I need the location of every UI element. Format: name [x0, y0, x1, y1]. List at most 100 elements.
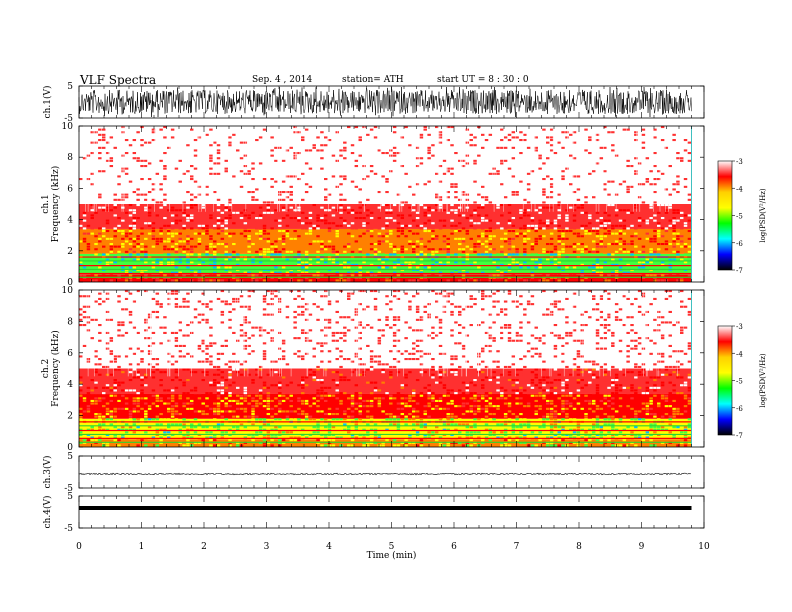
- ch1-spec-cell: [312, 131, 316, 134]
- ch1-spec-cell: [400, 266, 405, 269]
- ch1-spec-cell: [343, 191, 347, 194]
- ch1-spec-cell: [511, 261, 516, 264]
- ch1-spec-cell: [607, 180, 611, 183]
- ch1-spec-cell: [293, 149, 297, 152]
- ch1-spec-cell: [626, 211, 630, 214]
- ch1-spec-cell: [373, 133, 378, 136]
- ch1-spec-cell: [603, 211, 607, 214]
- ch1-spec-cell: [561, 144, 565, 147]
- ch1-spec-cell: [534, 185, 538, 188]
- ch1-spec-cell: [614, 232, 619, 235]
- ch1-spec-cell: [431, 237, 435, 240]
- ch1-spec-cell: [121, 196, 125, 199]
- ch1-spec-cell: [607, 193, 611, 196]
- ch1-spec-cell: [373, 139, 378, 142]
- ch1-spec-cell: [530, 165, 535, 168]
- ch1-spec-cell: [607, 232, 611, 235]
- ch1-spec-cell: [611, 131, 615, 134]
- ch1-spec-cell: [484, 261, 489, 264]
- ch1-spec-cell: [576, 245, 581, 248]
- ch1-spec-cell: [484, 211, 489, 214]
- ch1-spec-cell: [607, 211, 611, 214]
- ch1-spec-cell: [481, 141, 485, 144]
- ch1-spec-cell: [538, 152, 542, 155]
- ch1-spec-cell: [255, 243, 259, 246]
- ch1-spec-cell: [255, 217, 259, 220]
- ch1-spec-cell: [553, 248, 558, 251]
- ch1-spec-cell: [247, 250, 251, 253]
- ch1-spec-cell: [389, 245, 393, 248]
- ch1-spec-cell: [377, 193, 382, 196]
- ch1-spec-cell: [216, 243, 221, 246]
- ch1-spec-cell: [159, 191, 163, 194]
- ch1-spec-cell: [473, 209, 477, 212]
- ch1-spec-cell: [301, 227, 305, 230]
- ch1-spec-cell: [117, 191, 121, 194]
- ch1-spec-cell: [109, 141, 114, 144]
- ch1-spec-cell: [258, 191, 263, 194]
- ch1-spec-cell: [626, 185, 630, 188]
- ch1-spec-cell: [626, 170, 630, 173]
- ch1-spec-cell: [381, 162, 385, 165]
- ch1-spec-cell: [304, 204, 309, 207]
- ch1-spec-cell: [377, 178, 382, 181]
- ch1-spec-cell: [316, 146, 320, 149]
- ch1-spec-cell: [599, 188, 604, 191]
- ch1-spec-cell: [163, 274, 167, 277]
- ch1-spec-cell: [98, 196, 102, 199]
- ch1-spec-cell: [526, 139, 531, 142]
- ch1-spec-cell: [385, 167, 389, 170]
- ch1-spec-cell: [205, 250, 209, 253]
- ch1-spec-cell: [546, 261, 550, 264]
- ch1-spec-cell: [496, 175, 500, 178]
- ch1-spec-cell: [492, 240, 496, 243]
- ch1-spec-cell: [553, 193, 558, 196]
- ch1-spec-cell: [132, 219, 137, 222]
- ch1-spec-cell: [236, 128, 240, 131]
- ch1-spec-cell: [584, 152, 588, 155]
- ch1-spec-cell: [435, 131, 439, 134]
- ch1-spec-cell: [109, 198, 114, 201]
- ch1-spec-cell: [90, 183, 94, 186]
- ch1-spec-cell: [481, 196, 485, 199]
- ch1-spec-cell: [523, 131, 527, 134]
- ch1-spec-cell: [400, 232, 405, 235]
- ch1-spec-cell: [634, 139, 638, 142]
- ch1-spec-cell: [121, 152, 125, 155]
- ch1-spec-cell: [373, 248, 378, 251]
- ch1-spec-cell: [132, 271, 137, 274]
- ch1-spec-cell: [641, 170, 646, 173]
- ch1-spec-cell: [132, 188, 137, 191]
- ch1-spec-cell: [576, 144, 581, 147]
- ch1-spec-cell: [412, 165, 416, 168]
- ch1-spec-cell: [569, 165, 573, 168]
- ch1-spec-cell: [262, 250, 267, 253]
- ch1-spec-cell: [209, 193, 213, 196]
- ch1-spec-cell: [415, 144, 420, 147]
- ch1-spec-cell: [431, 258, 435, 261]
- ch1-spec-cell: [197, 219, 202, 222]
- ch1-spec-cell: [197, 131, 202, 134]
- ch1-spec-cell: [102, 206, 106, 209]
- ch1-spec-cell: [415, 139, 420, 142]
- ch1-spec-cell: [308, 136, 313, 139]
- ch1-spec-cell: [538, 219, 542, 222]
- ch1-spec-cell: [500, 263, 504, 266]
- ch1-spec-cell: [79, 133, 83, 136]
- ch1-spec-cell: [289, 191, 293, 194]
- ch1-spec-cell: [258, 188, 263, 191]
- ch1-spec-cell: [438, 149, 443, 152]
- ch1-spec-cell: [224, 204, 228, 207]
- ch1-spec-cell: [492, 224, 496, 227]
- ch1-spec-cell: [331, 144, 336, 147]
- ch1-spec-cell: [611, 232, 615, 235]
- ch1-spec-cell: [331, 201, 336, 204]
- ch1-spec-cell: [454, 211, 458, 214]
- ch1-spec-cell: [572, 232, 577, 235]
- ch1-spec-cell: [435, 198, 439, 201]
- ch1-spec-cell: [515, 206, 519, 209]
- ch1-spec-cell: [151, 279, 156, 282]
- ch1-spec-cell: [354, 258, 359, 261]
- ch1-spec-cell: [553, 188, 558, 191]
- ch1-spec-cell: [634, 170, 638, 173]
